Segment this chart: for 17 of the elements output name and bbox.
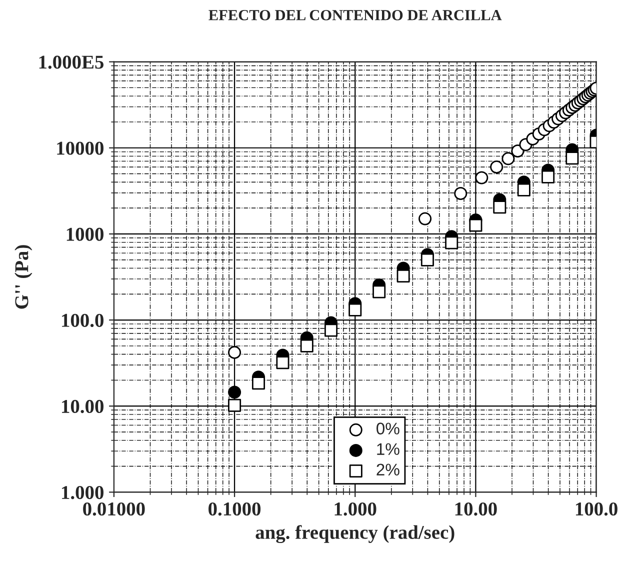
- x-tick-label: 100.0: [576, 502, 618, 516]
- x-tick-label: 1.000: [334, 502, 376, 516]
- legend-label: 1%: [377, 443, 400, 455]
- y-axis-title: G'' (Pa): [14, 245, 32, 309]
- y-tick-label: 1000: [66, 228, 104, 241]
- y-tick-label: 100.0: [62, 314, 104, 328]
- chart-title: EFECTO DEL CONTENIDO DE ARCILLA: [208, 10, 502, 20]
- y-tick-label: 10.00: [62, 400, 104, 414]
- legend-label: 2%: [376, 464, 400, 476]
- legend-label: 0%: [376, 422, 400, 434]
- x-axis-title: ang. frequency (rad/sec): [256, 525, 454, 544]
- x-tick-label: 0.1000: [208, 502, 261, 516]
- y-tick-label: 10000: [57, 142, 104, 155]
- x-tick-label: 10.00: [455, 502, 497, 516]
- y-tick-label: 1.000: [62, 486, 104, 500]
- x-tick-label: 0.01000: [83, 502, 145, 516]
- y-tick-label: 1.000E5: [39, 56, 104, 69]
